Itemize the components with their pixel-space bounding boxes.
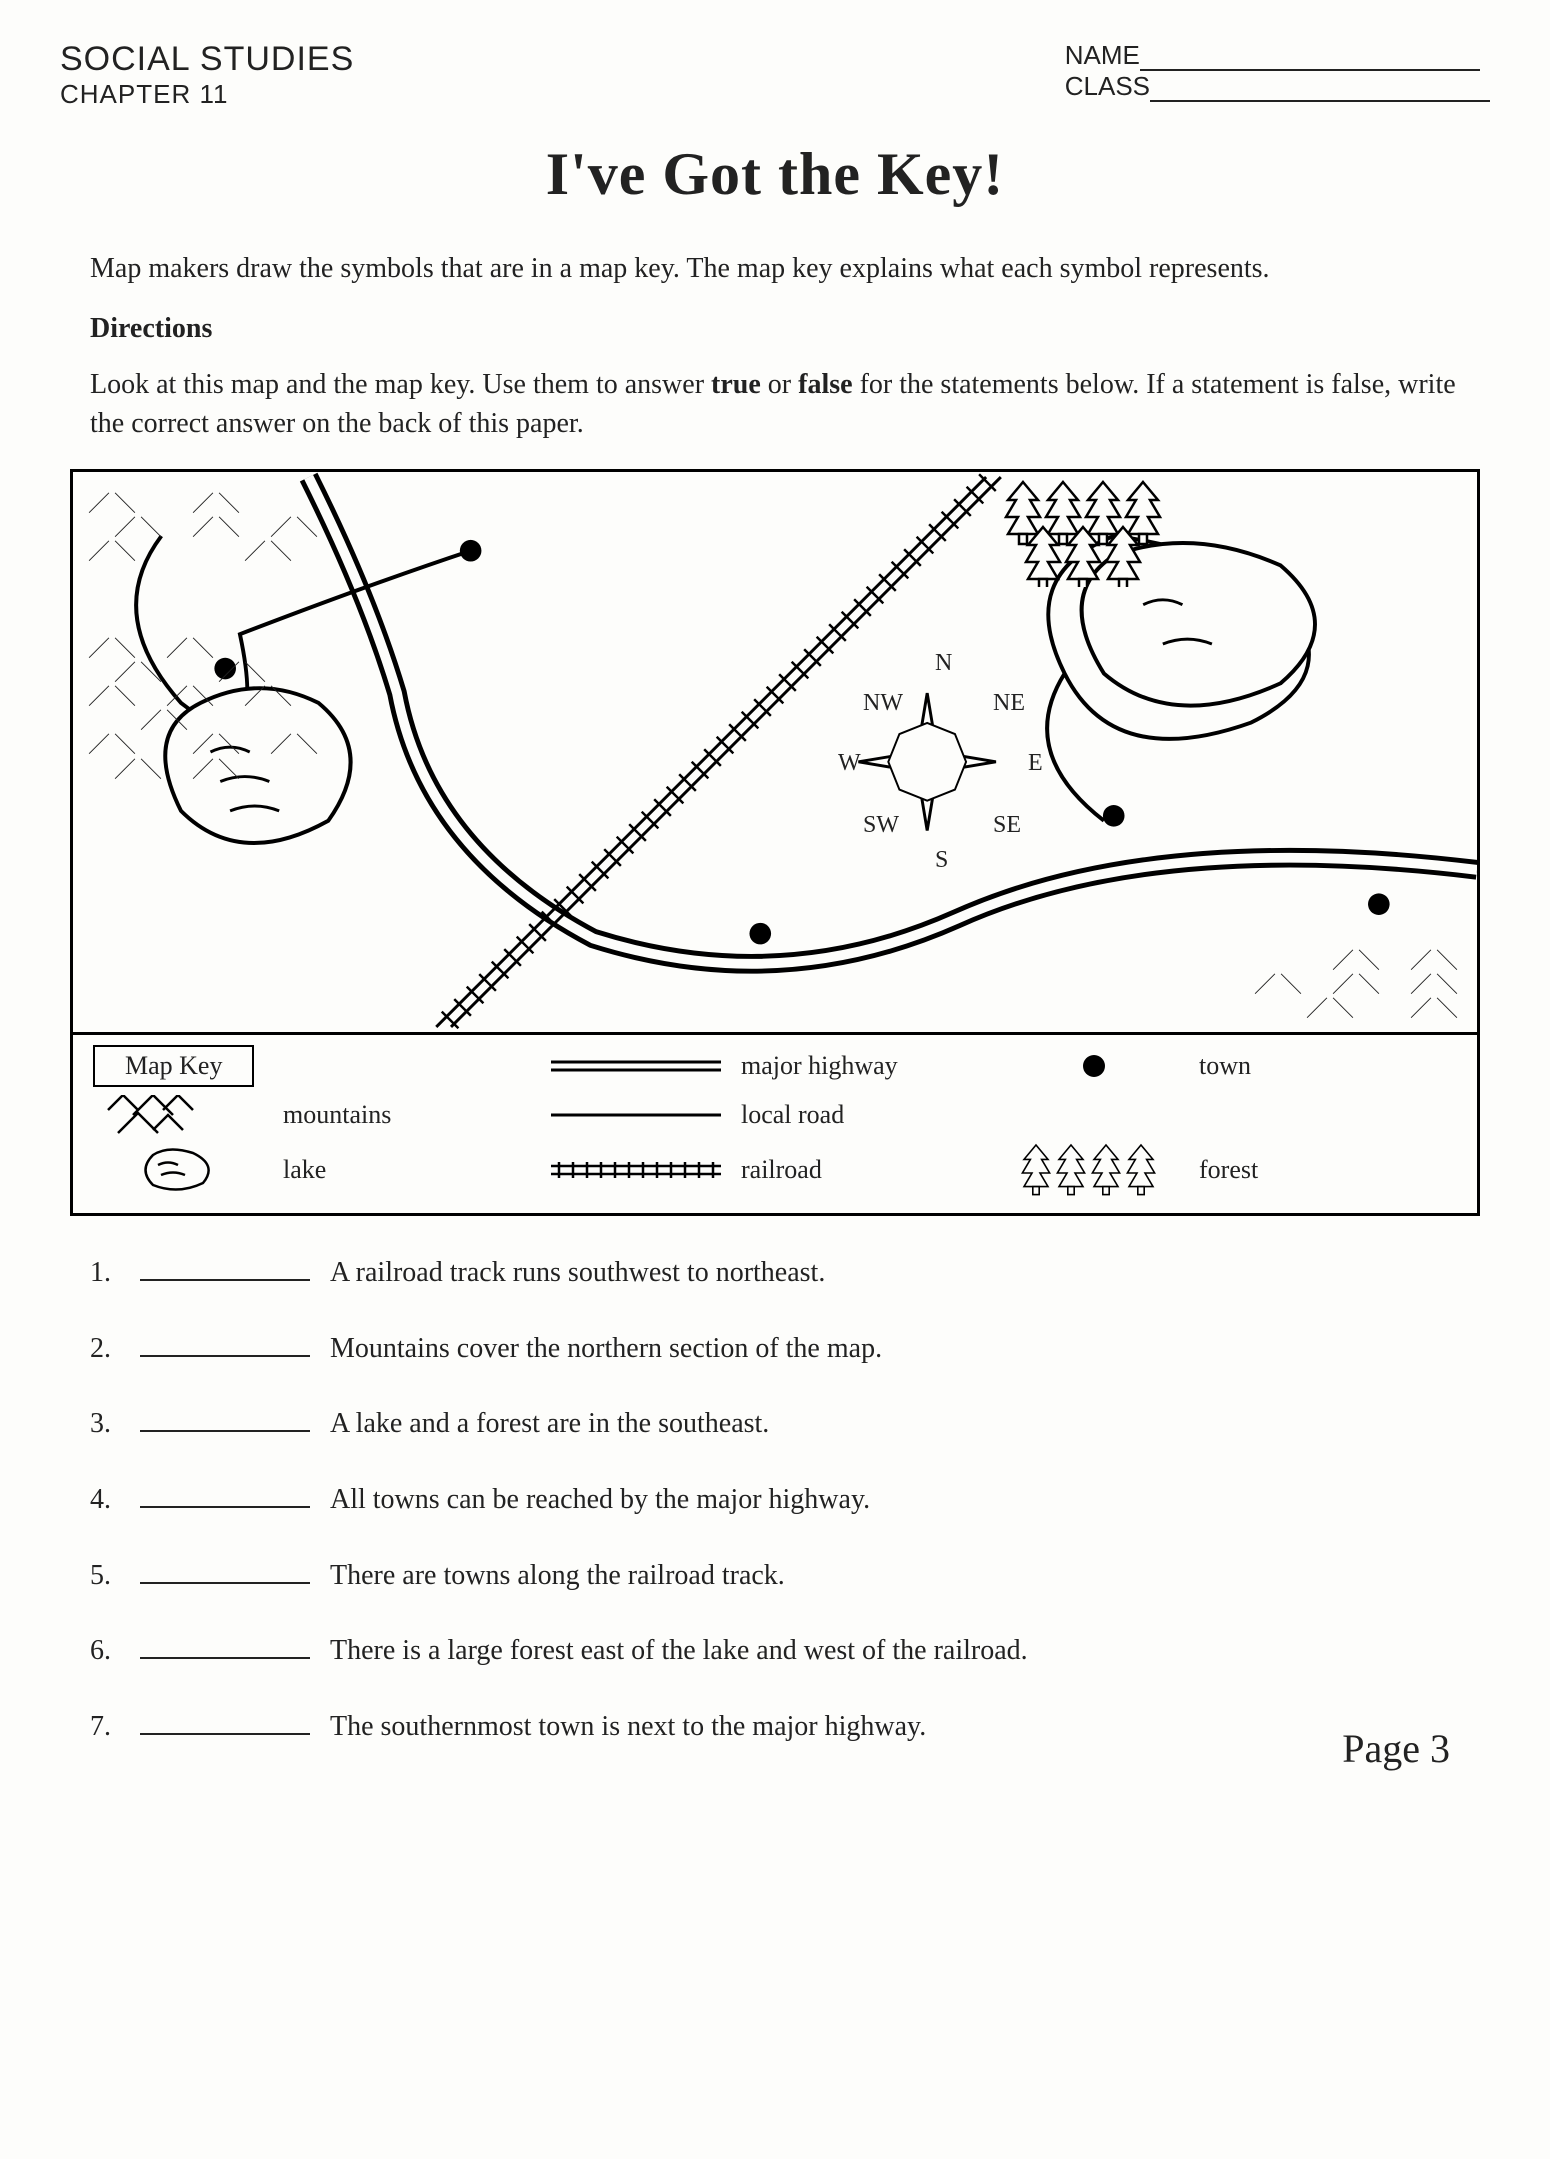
name-label: NAME	[1065, 40, 1140, 70]
directions-pre: Look at this map and the map key. Use th…	[90, 369, 711, 400]
forest-trees	[993, 477, 1173, 592]
q-text: All towns can be reached by the major hi…	[330, 1484, 1460, 1516]
answer-blank[interactable]	[140, 1624, 310, 1660]
header-left: SOCIAL STUDIES CHAPTER 11	[60, 40, 354, 110]
local-road-symbol	[551, 1112, 721, 1118]
compass-ne: NE	[993, 690, 1025, 717]
q-num: 6.	[90, 1635, 120, 1667]
q-num: 1.	[90, 1257, 120, 1289]
directions-body: Look at this map and the map key. Use th…	[90, 365, 1460, 443]
q-text: Mountains cover the northern section of …	[330, 1333, 1460, 1365]
compass-s: S	[935, 847, 948, 874]
question-row: 1. A railroad track runs southwest to nor…	[90, 1246, 1460, 1290]
town-label: town	[1199, 1051, 1251, 1081]
directions-heading: Directions	[90, 313, 1460, 345]
q-num: 7.	[90, 1711, 120, 1743]
mountains-right: ／＼ ／＼／＼ ／＼ ／＼ ／＼ ／＼	[1182, 949, 1462, 1022]
class-label: CLASS	[1065, 71, 1150, 101]
answer-blank[interactable]	[140, 1472, 310, 1508]
q-num: 4.	[90, 1484, 120, 1516]
map-container: ／＼ ／＼ ／＼ ／＼ ／＼／＼ ／＼／＼ ／＼ ／＼ ／＼／＼ ／＼ ／＼ ／…	[70, 469, 1480, 1216]
forest-label: forest	[1199, 1155, 1258, 1185]
railroad-symbol	[551, 1160, 721, 1180]
directions-or: or	[761, 369, 798, 400]
q-text: A railroad track runs southwest to north…	[330, 1257, 1460, 1289]
map-key: Map Key major highway town mountains loc…	[73, 1035, 1477, 1213]
compass-e: E	[1028, 750, 1043, 777]
header-right: NAME CLASS	[1065, 40, 1490, 102]
answer-blank[interactable]	[140, 1321, 310, 1357]
highway-symbol	[551, 1059, 721, 1073]
map-illustration: ／＼ ／＼ ／＼ ／＼ ／＼／＼ ／＼／＼ ／＼ ／＼ ／＼／＼ ／＼ ／＼ ／…	[73, 472, 1477, 1035]
class-blank[interactable]	[1150, 100, 1490, 102]
q-num: 3.	[90, 1408, 120, 1440]
question-row: 6. There is a large forest east of the la…	[90, 1624, 1460, 1668]
mountains-symbol	[93, 1095, 263, 1135]
q-num: 5.	[90, 1560, 120, 1592]
questions-list: 1. A railroad track runs southwest to nor…	[90, 1246, 1460, 1743]
directions-false: false	[798, 369, 852, 400]
local-road-label: local road	[741, 1100, 844, 1130]
question-row: 4. All towns can be reached by the major …	[90, 1472, 1460, 1516]
q-text: There is a large forest east of the lake…	[330, 1635, 1460, 1667]
compass-sw: SW	[863, 812, 899, 839]
chapter-label: CHAPTER 11	[60, 79, 354, 110]
compass-nw: NW	[863, 690, 903, 717]
compass-se: SE	[993, 812, 1021, 839]
highway-label: major highway	[741, 1051, 898, 1081]
worksheet-header: SOCIAL STUDIES CHAPTER 11 NAME CLASS	[60, 40, 1490, 110]
forest-symbol	[1009, 1143, 1179, 1198]
answer-blank[interactable]	[140, 1397, 310, 1433]
lake-label: lake	[283, 1155, 326, 1185]
q-text: The southernmost town is next to the maj…	[330, 1711, 1460, 1743]
intro-text: Map makers draw the symbols that are in …	[90, 249, 1460, 288]
railroad-label: railroad	[741, 1155, 822, 1185]
question-row: 3. A lake and a forest are in the southea…	[90, 1397, 1460, 1441]
compass-n: N	[935, 650, 952, 677]
mountains-left: ／＼ ／＼ ／＼ ／＼ ／＼／＼ ／＼／＼ ／＼ ／＼ ／＼／＼ ／＼ ／＼ ／…	[88, 492, 408, 782]
q-num: 2.	[90, 1333, 120, 1365]
map-key-title: Map Key	[93, 1045, 254, 1087]
q-text: A lake and a forest are in the southeast…	[330, 1408, 1460, 1440]
answer-blank[interactable]	[140, 1246, 310, 1282]
lake-symbol	[93, 1145, 263, 1195]
question-row: 5. There are towns along the railroad tra…	[90, 1548, 1460, 1592]
mountains-label: mountains	[283, 1100, 391, 1130]
question-row: 2. Mountains cover the northern section o…	[90, 1321, 1460, 1365]
subject-label: SOCIAL STUDIES	[60, 40, 354, 79]
directions-true: true	[711, 369, 761, 400]
compass-w: W	[838, 750, 861, 777]
town-symbol	[1009, 1051, 1179, 1081]
answer-blank[interactable]	[140, 1548, 310, 1584]
page-title: I've Got the Key!	[60, 140, 1490, 209]
answer-blank[interactable]	[140, 1699, 310, 1735]
q-text: There are towns along the railroad track…	[330, 1560, 1460, 1592]
